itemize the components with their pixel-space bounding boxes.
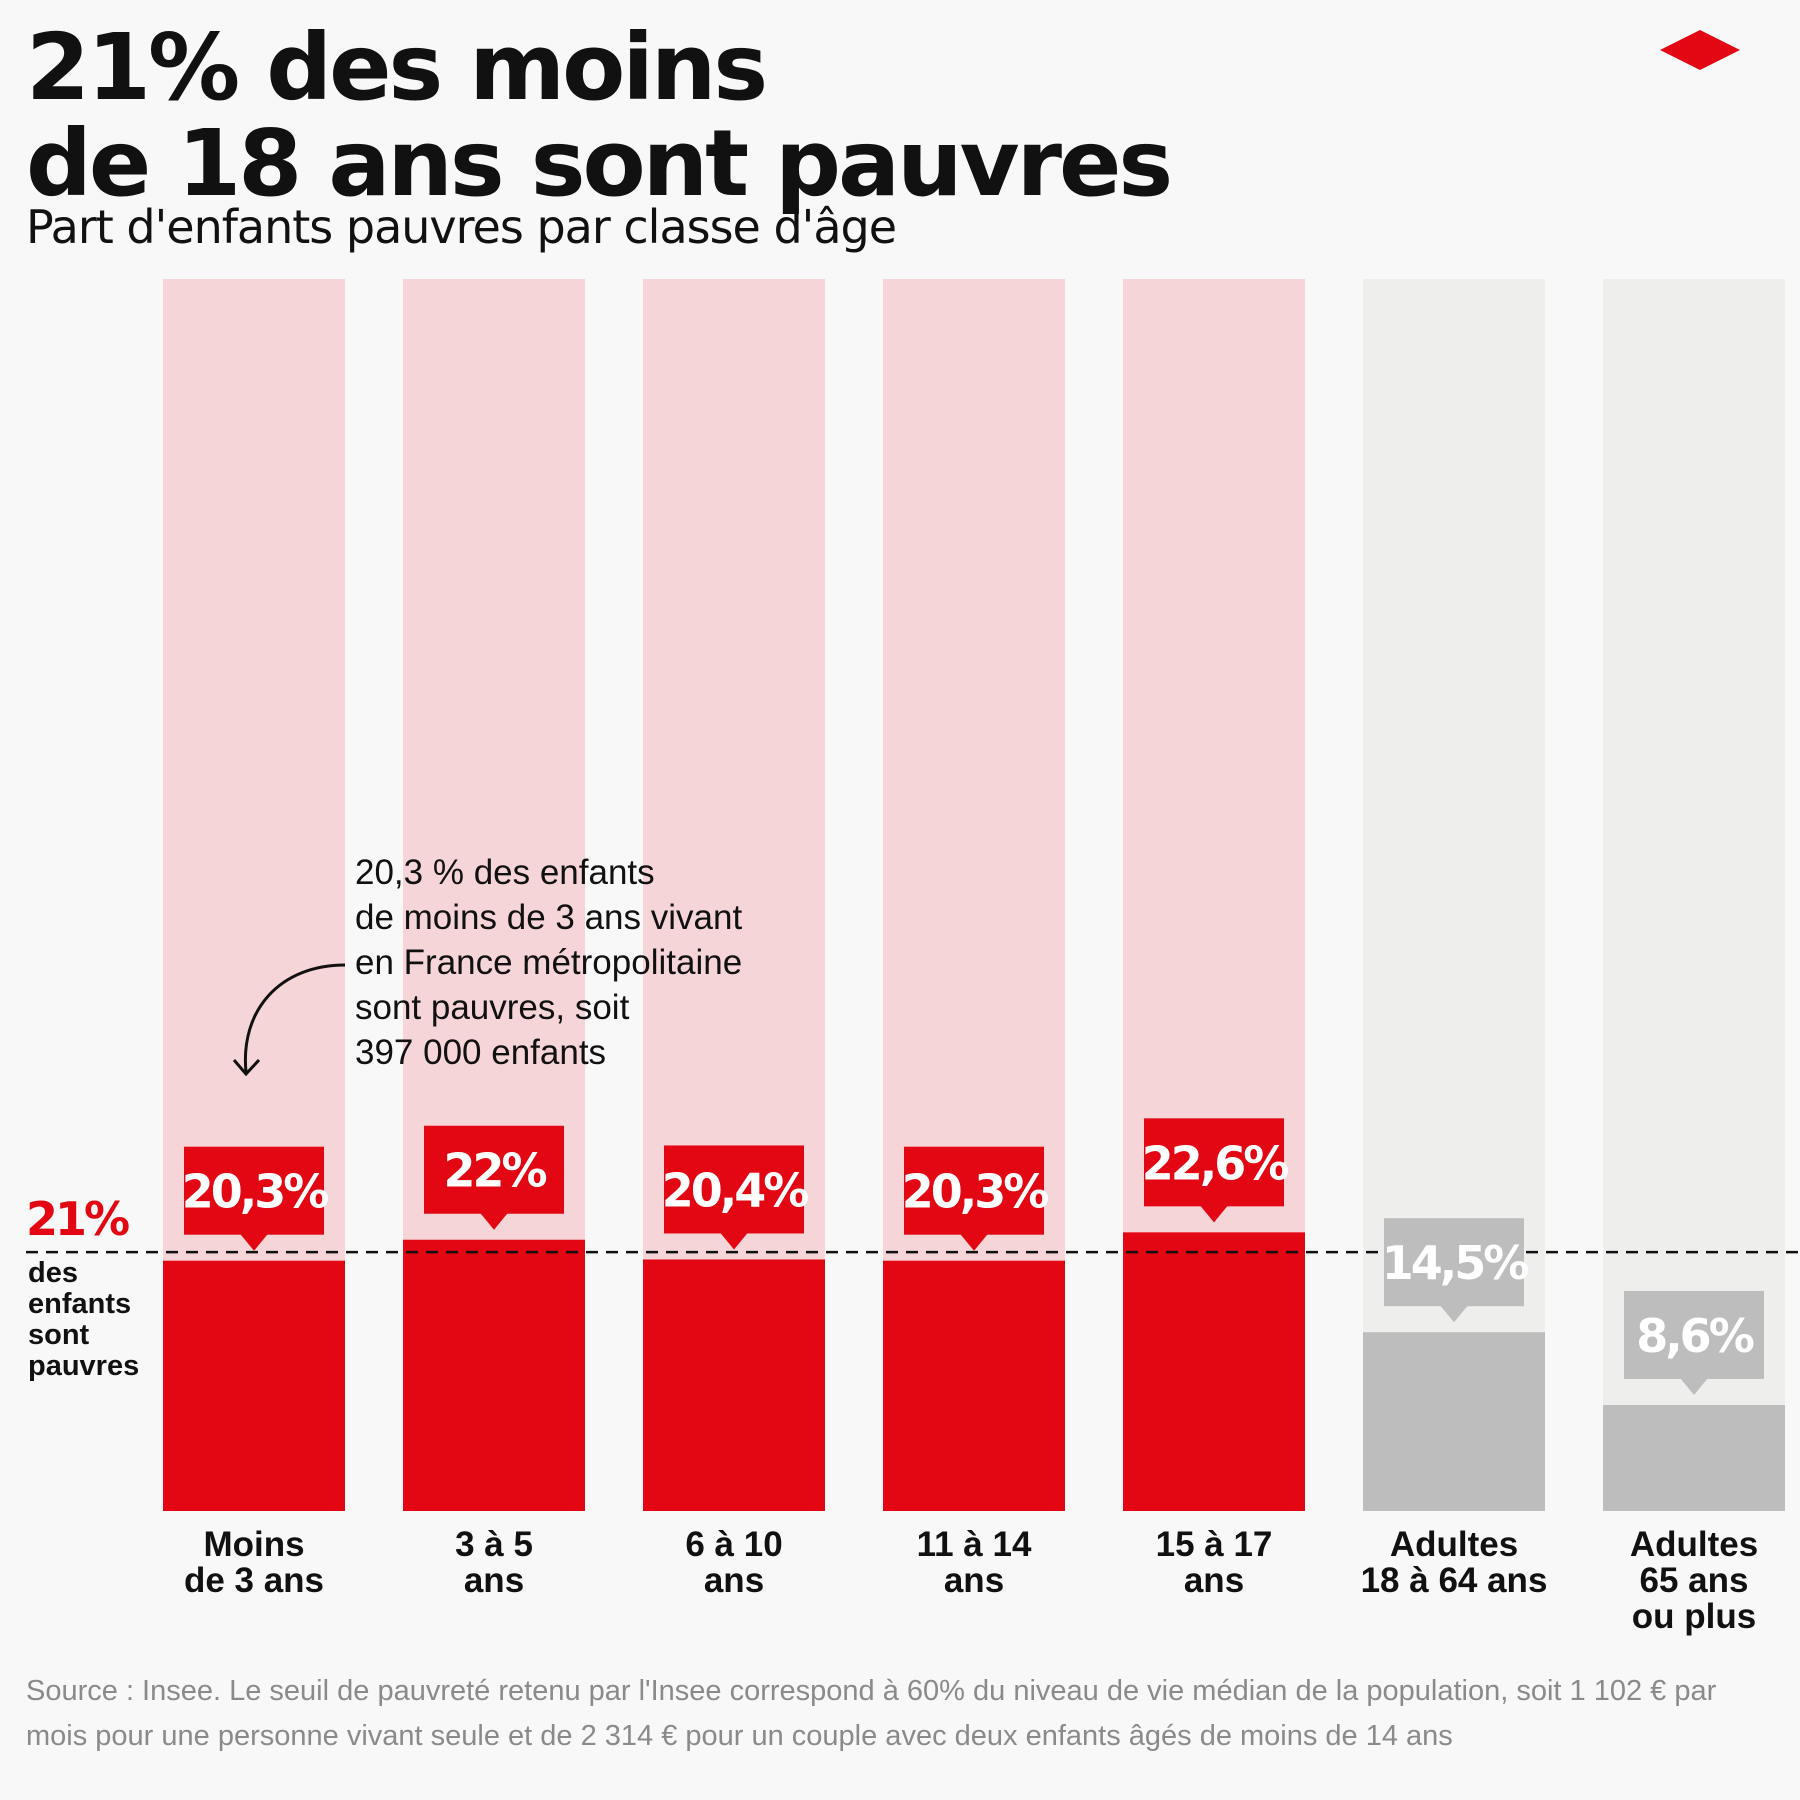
reference-text-line: enfants: [28, 1288, 132, 1320]
reference-text: des enfants sont pauvres: [28, 1258, 139, 1382]
category-label-line: ans: [943, 1561, 1005, 1600]
category-label-line: ou plus: [1631, 1597, 1757, 1636]
category-label-line: 18 à 64 ans: [1360, 1561, 1548, 1600]
value-label-box: [424, 1125, 564, 1214]
bar: [1123, 1232, 1305, 1511]
category-label-line: Moins: [203, 1525, 305, 1564]
category-label-line: 6 à 10: [685, 1525, 783, 1564]
annotation-line: sont pauvres, soit: [355, 988, 630, 1027]
annotation-line: de moins de 3 ans vivant: [355, 898, 743, 937]
value-label-pointer: [960, 1233, 988, 1251]
bar: [163, 1260, 345, 1511]
reference-value-label: 21%: [26, 1192, 130, 1246]
category-label: 6 à 10 ans: [614, 1527, 854, 1599]
annotation-arrow-icon: [243, 963, 346, 1073]
category-label-line: ans: [703, 1561, 765, 1600]
chart-title: 21% des moins de 18 ans sont pauvres: [26, 14, 1173, 217]
chart-subtitle: Part d'enfants pauvres par classe d'âge: [26, 200, 897, 254]
chart-title-line: 21% des moins: [26, 14, 768, 121]
reference-text-line: sont: [28, 1319, 90, 1351]
category-label: 15 à 17 ans: [1094, 1527, 1334, 1599]
bar: [883, 1260, 1065, 1511]
value-label: 8,6%: [1636, 1309, 1753, 1363]
chart-title-line: de 18 ans sont pauvres: [26, 110, 1173, 217]
value-label-box: [904, 1146, 1044, 1235]
category-label-line: 11 à 14: [916, 1525, 1032, 1564]
value-label-pointer: [240, 1233, 268, 1251]
value-label-box: [184, 1146, 324, 1235]
value-label-pointer: [480, 1212, 508, 1230]
category-label: Moins de 3 ans: [134, 1527, 374, 1599]
value-label-pointer: [720, 1232, 748, 1250]
annotation-line: en France métropolitaine: [355, 943, 743, 982]
bar: [403, 1239, 585, 1511]
value-label: 22%: [443, 1144, 546, 1198]
category-label: 11 à 14 ans: [854, 1527, 1094, 1599]
source-note: Source : Insee. Le seuil de pauvreté ret…: [26, 1675, 1717, 1752]
category-label: 3 à 5 ans: [374, 1527, 614, 1599]
category-label-line: Adultes: [1389, 1525, 1519, 1564]
annotation-text: 20,3 % des enfants de moins de 3 ans viv…: [355, 850, 742, 1075]
logo-icon: [1660, 30, 1740, 70]
value-label: 20,3%: [182, 1165, 328, 1219]
arrowhead-icon: [232, 1058, 261, 1077]
category-label: Adultes 65 ans ou plus: [1574, 1527, 1800, 1635]
bar: [1363, 1332, 1545, 1511]
value-label: 14,5%: [1382, 1236, 1528, 1290]
category-label: Adultes 18 à 64 ans: [1334, 1527, 1574, 1599]
bar-background: [1363, 279, 1545, 1511]
bar: [1603, 1404, 1785, 1511]
value-label: 20,3%: [902, 1165, 1048, 1219]
category-label-line: 3 à 5: [455, 1525, 533, 1564]
value-label-box: [1144, 1118, 1284, 1207]
value-label: 20,4%: [662, 1163, 808, 1217]
value-label: 22,6%: [1142, 1136, 1288, 1190]
value-label-box: [664, 1145, 804, 1234]
value-label-pointer: [1440, 1305, 1468, 1323]
category-label-line: de 3 ans: [183, 1561, 325, 1600]
category-label-line: 15 à 17: [1155, 1525, 1273, 1564]
annotation-line: 20,3 % des enfants: [355, 853, 655, 892]
value-label-pointer: [1200, 1205, 1228, 1223]
value-label-box: [1624, 1290, 1764, 1379]
category-label-line: ans: [463, 1561, 525, 1600]
reference-text-line: pauvres: [28, 1350, 140, 1382]
value-label-pointer: [1680, 1377, 1708, 1395]
category-label-line: Adultes: [1629, 1525, 1759, 1564]
annotation-line: 397 000 enfants: [355, 1033, 607, 1072]
value-label-box: [1384, 1218, 1524, 1307]
category-label-line: 65 ans: [1639, 1561, 1749, 1600]
category-label-line: ans: [1183, 1561, 1245, 1600]
bar: [643, 1259, 825, 1511]
reference-text-line: des: [28, 1257, 78, 1289]
